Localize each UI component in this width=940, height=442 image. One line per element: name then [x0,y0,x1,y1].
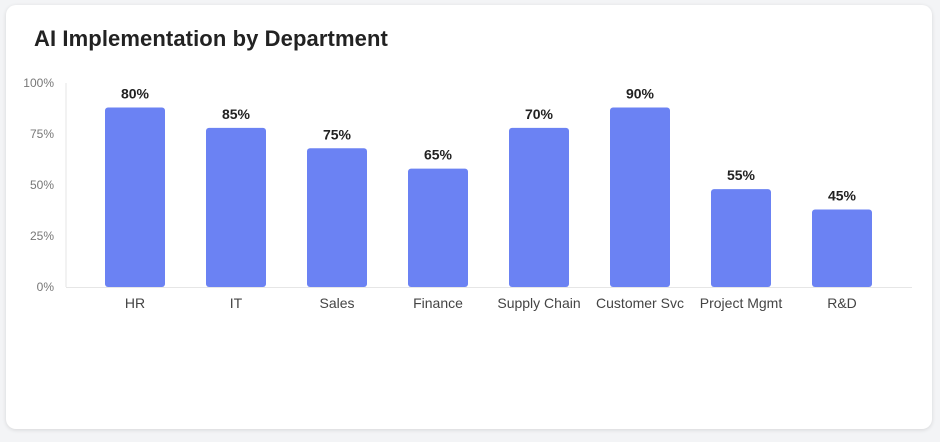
bar-finance[interactable] [408,168,468,287]
x-tick-label: HR [125,295,145,311]
x-tick-label: R&D [827,295,857,311]
bar-value-label: 80% [121,85,150,101]
chart-card: AI Implementation by Department 0% 25% 50%… [6,5,932,429]
bars: 80% 85% 75% 65% 70% 90% 55% 45% [105,85,872,287]
x-axis: HR IT Sales Finance Supply Chain Customer Svc… [66,287,912,311]
bar-it[interactable] [206,127,266,287]
y-axis: 0% 25% 50% 75% 100% [23,76,67,294]
chart-title: AI Implementation by Department [34,26,388,51]
bar-value-label: 70% [525,106,554,122]
bar-sales[interactable] [307,148,367,287]
bar-value-label: 90% [626,85,655,101]
bar-value-label: 85% [222,106,251,122]
x-tick-label: Sales [319,295,354,311]
y-tick-label: 25% [30,229,54,243]
bar-r-d[interactable] [812,209,872,287]
y-tick-label: 50% [30,178,54,192]
x-tick-label: Finance [413,295,463,311]
bar-customer-svc[interactable] [610,107,670,287]
y-tick-label: 0% [37,280,55,294]
bar-hr[interactable] [105,107,165,287]
bar-project-mgmt[interactable] [711,189,771,287]
x-tick-label: IT [230,295,243,311]
bar-supply-chain[interactable] [509,127,569,287]
y-tick-label: 100% [23,76,54,90]
x-tick-label: Project Mgmt [700,295,783,311]
bar-value-label: 55% [727,167,756,183]
y-tick-label: 75% [30,127,54,141]
bar-value-label: 65% [424,147,453,163]
bar-value-label: 75% [323,126,352,142]
bar-chart: 0% 25% 50% 75% 100% 80% 85% 75% 65% 70% 90% 55% 45%… [23,76,912,311]
x-tick-label: Customer Svc [596,295,684,311]
x-tick-label: Supply Chain [497,295,580,311]
bar-value-label: 45% [828,187,857,203]
